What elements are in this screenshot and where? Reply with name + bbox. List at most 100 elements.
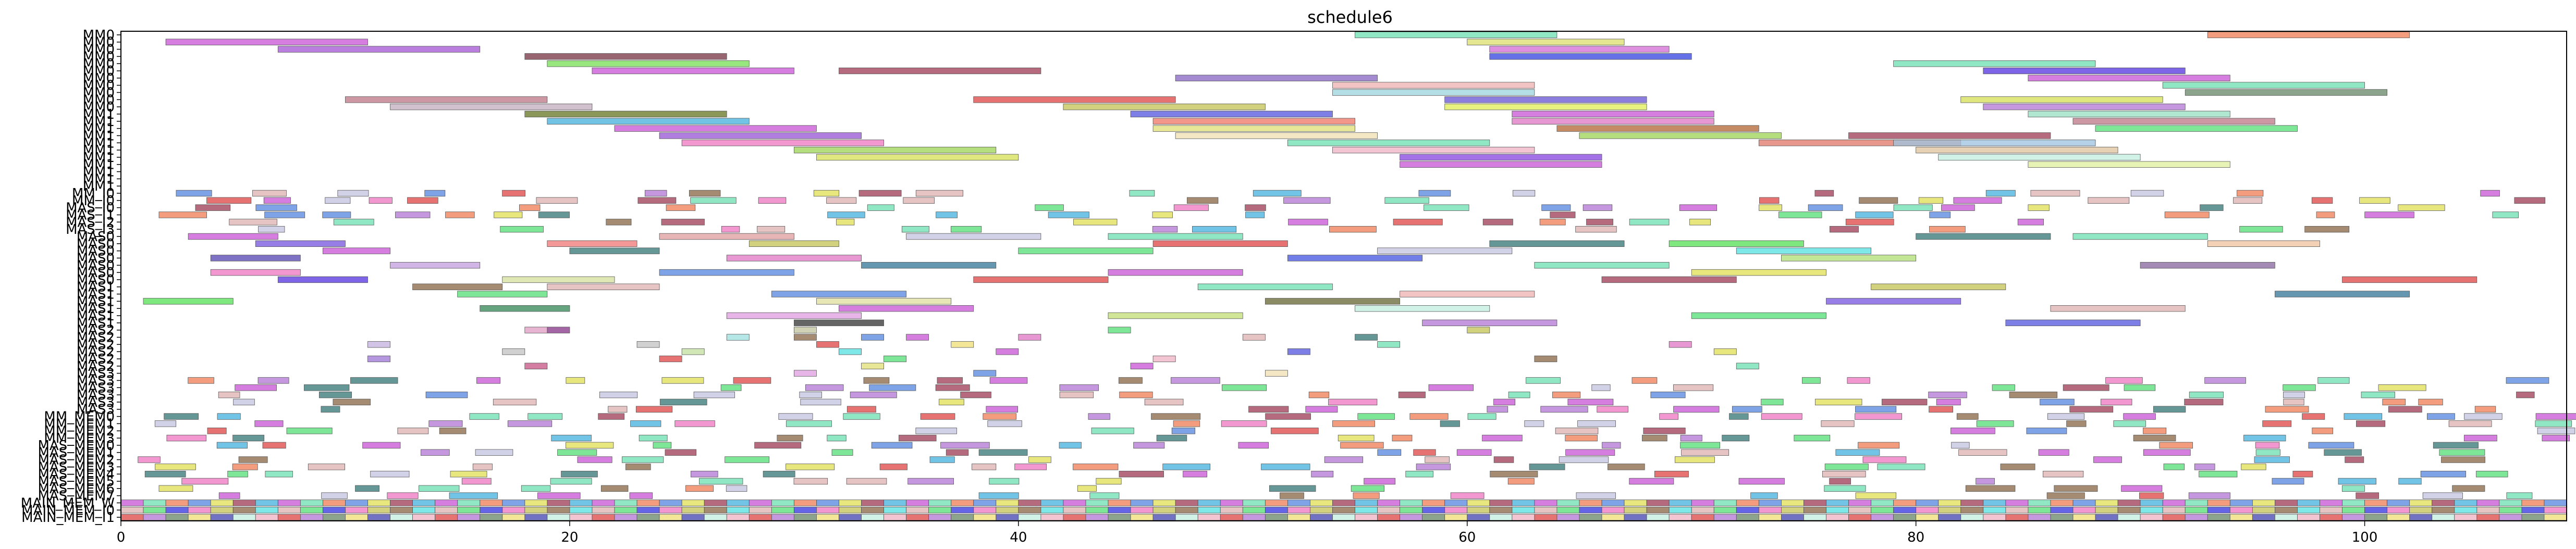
task-bar: MAIN_MEM_I0	[2476, 507, 2500, 514]
task-bar: MAS2 11-12	[367, 355, 390, 363]
task-bar: MAS3	[2153, 406, 2186, 413]
task-bar: MAS_MEM0	[940, 442, 990, 449]
task-bar: MAS3	[847, 406, 876, 413]
task-bar: MAIN_MEM_I0	[1220, 507, 1243, 514]
task-bar: MAIN_MEM_W	[592, 500, 615, 506]
task-bar: MAIN_MEM_I0	[1197, 507, 1221, 514]
task-bar: MAS3	[318, 391, 352, 398]
y-tick-label: MM0	[83, 78, 115, 94]
x-tick-label: 0	[117, 530, 126, 545]
task-bar: MM1 81-90	[1938, 154, 2141, 161]
task-bar: MAIN_MEM_I0	[2521, 507, 2545, 514]
task-bar: MAS_MEM7	[1089, 492, 1120, 499]
task-bar: MAIN_MEM_I1	[2544, 514, 2567, 521]
task-bar: MAS3	[1398, 391, 1426, 398]
task-bar: MM_MEM1	[2066, 420, 2087, 427]
task-bar: MAS3	[2382, 398, 2406, 406]
task-bar: MAIN_MEM_W	[1804, 500, 1826, 506]
task-bar: MAS3	[1308, 391, 1330, 398]
task-bar: MAIN_MEM_I0	[1624, 507, 1647, 514]
task-bar: MAIN_MEM_I1	[2028, 514, 2051, 521]
task-bar: MAIN_MEM_I1	[1960, 514, 1984, 521]
task-bar: MAS2 56-57	[1377, 341, 1401, 348]
task-bar: MAIN_MEM_I1	[659, 514, 682, 521]
task-bar: MAIN_MEM_W	[793, 500, 817, 506]
task-bar: MAS_I0	[519, 204, 541, 211]
task-bar: MM_MEM0	[2427, 413, 2455, 420]
task-bar: MAS2 27-28	[726, 334, 750, 341]
task-bar: MAIN_MEM_W	[277, 500, 301, 506]
task-bar: MAS0 93-98	[2207, 240, 2320, 247]
task-bar: MAS3	[1847, 377, 1870, 384]
task-bar: MAS2 71-72	[1713, 348, 1737, 355]
task-bar: MAS_MEM0	[754, 442, 802, 449]
task-bar: MM_I0	[502, 190, 525, 197]
task-bar: MM_I0	[1418, 190, 1451, 197]
task-bar: MAS3	[1597, 406, 1628, 413]
task-bar: MAIN_MEM_I1	[1489, 514, 1513, 521]
task-bar: MAS_MEM0	[362, 442, 401, 449]
task-bar: MAS_I3	[2304, 226, 2350, 233]
task-bar: MAIN_MEM_I1	[1444, 514, 1468, 521]
task-bar: MAIN_MEM_I0	[1601, 507, 1625, 514]
task-bar: MM_MEM1	[507, 420, 553, 427]
task-bar: MAS1 48-54	[1197, 283, 1333, 290]
task-bar: MAIN_MEM_I1	[1152, 514, 1176, 521]
task-bar: MAS2 24-25	[659, 355, 682, 363]
task-bar: MAS_MEM4	[450, 470, 487, 478]
task-bar: MAIN_MEM_I1	[2454, 514, 2477, 521]
y-tick-label: MAS_MEM0	[38, 438, 115, 454]
task-bar: MAIN_MEM_I0	[793, 507, 817, 514]
task-bar: MAS_MEM3	[1416, 464, 1451, 470]
task-bar: MM_I0	[689, 190, 721, 197]
task-bar: MAIN_MEM_I0	[345, 507, 368, 514]
task-bar: MAS0 17-22	[502, 276, 615, 283]
task-bar: MAS_I1	[445, 211, 475, 218]
task-bar: MM0 55-64	[1355, 31, 1557, 39]
task-bar: MAS_I1	[1245, 211, 1265, 218]
task-bar: MAIN_MEM_W	[1310, 500, 1333, 506]
task-bar: MAIN_MEM_I1	[435, 514, 458, 521]
task-bar: MAS_MEM5	[1738, 478, 1785, 485]
task-bar: MAIN_MEM_I0	[1669, 507, 1692, 514]
y-tick-label: MM1	[83, 114, 115, 130]
task-bar: MAIN_MEM_I0	[255, 507, 278, 514]
task-bar: MAIN_MEM_I1	[839, 514, 862, 521]
task-bar: MM_MEM2	[2143, 428, 2167, 434]
task-bar: MAIN_MEM_I0	[457, 507, 481, 514]
task-bar: MAS1 30-34	[793, 319, 884, 327]
task-bar: MAIN_MEM_W	[2072, 500, 2096, 506]
task-bar: MAIN_MEM_I1	[1467, 514, 1490, 521]
y-tick-label: MM0	[83, 42, 115, 58]
x-tick-label: 40	[1010, 530, 1027, 545]
task-bar: MAIN_MEM_I0	[1018, 507, 1041, 514]
task-bar: MAS_MEM5	[1976, 478, 1995, 485]
task-bar: MAIN_MEM_W	[1197, 500, 1221, 506]
task-bar: MAS_MEM3	[786, 464, 835, 470]
task-bar: MAIN_MEM_W	[681, 500, 705, 506]
task-bar: MAS_MEM7	[449, 492, 498, 499]
task-bar: MM_MEM1	[674, 420, 715, 427]
task-bar: MAIN_MEM_I0	[2207, 507, 2230, 514]
task-bar: MAIN_MEM_I1	[614, 514, 637, 521]
task-bar: MAS_MEM0	[1238, 442, 1269, 449]
task-bar: MM0 10-19	[345, 96, 548, 103]
y-tick-label: MM0	[83, 64, 115, 79]
task-bar: MAIN_MEM_I0	[1512, 507, 1535, 514]
task-bar: MAIN_MEM_I0	[1130, 507, 1154, 514]
task-bar: MAIN_MEM_W	[1040, 500, 1064, 506]
task-bar: MAS1 15-19	[457, 291, 548, 297]
task-bar: MM_MEM0	[528, 413, 563, 420]
task-bar: MAIN_MEM_I0	[1332, 507, 1355, 514]
task-bar: MAS3	[635, 406, 673, 413]
task-bar: MAIN_MEM_W	[1175, 500, 1198, 506]
task-bar: MAS_MEM6	[419, 485, 460, 492]
task-bar: MAS1 70-76	[1691, 312, 1826, 319]
y-tick-label: MAIN_MEM_W	[21, 495, 115, 511]
task-bar: MAIN_MEM_I1	[704, 514, 727, 521]
task-bar: MM_MEM0	[1659, 413, 1679, 420]
task-bar: MAS_MEM6	[600, 485, 629, 492]
task-bar: MAIN_MEM_W	[2117, 500, 2141, 506]
task-bar: MAS_I1	[264, 211, 305, 218]
task-bar: MAS_MEM2	[1028, 456, 1051, 463]
